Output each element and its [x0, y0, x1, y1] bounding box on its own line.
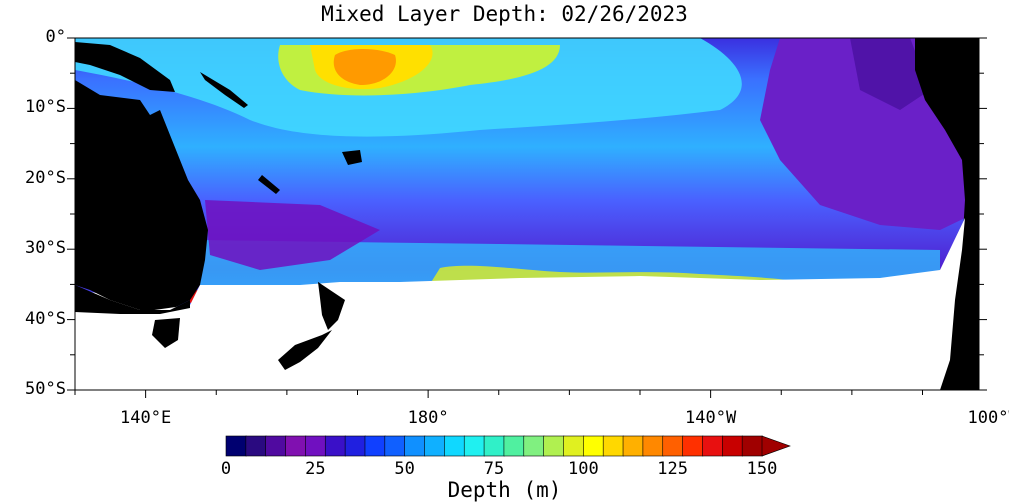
colorbar-tick-label: 75	[483, 459, 505, 479]
colorbar-swatch	[285, 435, 307, 457]
chart-title: Mixed Layer Depth: 02/26/2023	[321, 2, 688, 26]
colorbar-swatch	[404, 435, 426, 457]
x-tick-label: 140°E	[120, 408, 172, 428]
axis-ticks	[67, 37, 987, 398]
colorbar-swatch	[324, 435, 346, 457]
land-solomon-islands	[200, 72, 248, 108]
tasman-shallow	[205, 200, 380, 270]
colorbar-tick-label: 25	[305, 459, 326, 479]
colorbar-tick-label: 150	[746, 459, 778, 479]
colorbar-swatch	[245, 435, 267, 457]
y-tick-label: 30°S	[25, 238, 66, 259]
y-tick-label: 20°S	[25, 167, 66, 188]
colorbar-swatch	[563, 435, 585, 457]
colorbar-tick-label: 125	[657, 459, 689, 479]
land-new-guinea	[75, 42, 175, 92]
x-tick-label: 180°	[407, 408, 449, 428]
colorbar-swatch	[384, 435, 406, 457]
colorbar-swatch	[344, 435, 366, 457]
map-field-group	[75, 38, 979, 390]
land-tasmania-2	[152, 318, 180, 348]
land-south-america-2	[940, 218, 979, 390]
y-tick-label: 0°	[45, 27, 66, 47]
colorbar-swatch	[741, 435, 763, 457]
colorbar-swatch	[305, 435, 327, 457]
colorbar-swatch	[682, 435, 704, 457]
land-new-zealand-north-2	[318, 282, 345, 330]
x-tick-label: 100°W	[967, 408, 1009, 428]
land-australia	[75, 80, 208, 310]
colorbar-swatch	[483, 435, 505, 457]
colorbar-swatch	[364, 435, 386, 457]
colorbar-swatch	[702, 435, 724, 457]
colorbar-swatch	[523, 435, 545, 457]
colorbar-swatch	[602, 435, 624, 457]
colorbar-swatch	[543, 435, 565, 457]
colorbar-tick-label: 100	[567, 459, 599, 479]
colorbar-swatch	[463, 435, 485, 457]
land-new-zealand-south-2	[278, 330, 332, 370]
colorbar-extend-arrow	[761, 435, 791, 457]
colorbar-swatch	[583, 435, 604, 457]
colorbar-swatch	[265, 435, 287, 457]
colorbar-tick-label: 50	[394, 459, 415, 479]
orange-peak	[333, 48, 396, 85]
colorbar-swatch	[721, 435, 743, 457]
colorbar-tick-label: 0	[220, 459, 232, 479]
land-australia-south	[75, 285, 190, 314]
land-fiji	[342, 150, 362, 165]
land-new-caledonia	[258, 175, 280, 194]
colorbar-swatch	[642, 435, 664, 457]
colorbar-title: Depth (m)	[447, 478, 562, 502]
colorbar-swatch	[424, 435, 446, 457]
colorbar-swatch	[662, 435, 684, 457]
colorbar-swatch	[444, 435, 466, 457]
y-tick-label: 40°S	[25, 308, 66, 329]
colorbar-swatch	[622, 435, 644, 457]
y-tick-label: 50°S	[25, 379, 66, 399]
y-tick-label: 10°S	[25, 97, 66, 118]
x-tick-label: 140°W	[685, 408, 737, 428]
colorbar-swatch	[503, 435, 525, 457]
colorbar-swatch	[225, 435, 247, 457]
eastern-deep-purple	[850, 38, 930, 110]
